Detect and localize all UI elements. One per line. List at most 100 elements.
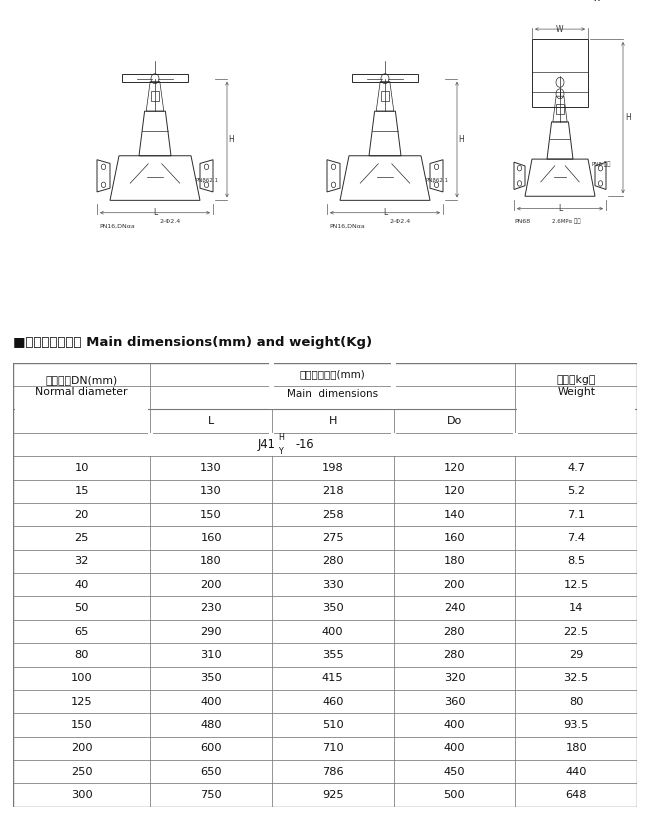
Text: 8.5: 8.5 (567, 557, 585, 566)
Text: 2-Φ2.4: 2-Φ2.4 (160, 218, 181, 223)
Text: 230: 230 (200, 603, 222, 613)
Text: 160: 160 (444, 533, 465, 543)
Text: 258: 258 (322, 509, 344, 520)
Bar (391, 433, 396, 456)
Text: 14: 14 (569, 603, 583, 613)
Bar (391, 363, 396, 409)
Text: 440: 440 (566, 767, 587, 777)
Text: 80: 80 (74, 650, 89, 660)
Text: W: W (593, 0, 601, 2)
Text: 240: 240 (444, 603, 465, 613)
Text: -16: -16 (295, 438, 314, 451)
Text: H: H (278, 434, 284, 443)
Text: 400: 400 (200, 697, 222, 707)
Bar (148, 433, 153, 456)
Text: 360: 360 (444, 697, 465, 707)
Text: 50: 50 (74, 603, 89, 613)
Text: 12.5: 12.5 (564, 579, 589, 590)
Bar (517, 408, 635, 412)
Text: 7.1: 7.1 (567, 509, 585, 520)
Text: 25: 25 (75, 533, 89, 543)
Text: 10: 10 (74, 463, 89, 473)
Text: 180: 180 (566, 743, 587, 753)
Text: 公称通径DN(mm)
Normal diameter: 公称通径DN(mm) Normal diameter (35, 375, 128, 397)
Text: 22.5: 22.5 (564, 627, 589, 637)
Text: 32: 32 (75, 557, 89, 566)
Text: 140: 140 (444, 509, 465, 520)
Text: PNβ-左连: PNβ-左连 (592, 161, 612, 167)
Text: 29: 29 (569, 650, 583, 660)
Text: 2-Φ2.4: 2-Φ2.4 (390, 218, 411, 223)
Text: 330: 330 (322, 579, 344, 590)
Text: 648: 648 (566, 791, 587, 800)
Text: 480: 480 (200, 720, 222, 730)
Text: 100: 100 (71, 673, 92, 683)
Text: 280: 280 (444, 650, 465, 660)
Text: H: H (228, 135, 234, 144)
Text: L: L (208, 416, 214, 426)
Text: 198: 198 (322, 463, 344, 473)
Text: 160: 160 (200, 533, 222, 543)
Text: 450: 450 (444, 767, 465, 777)
Text: 150: 150 (71, 720, 92, 730)
Text: J41: J41 (257, 438, 275, 451)
Text: 125: 125 (71, 697, 92, 707)
Text: 600: 600 (200, 743, 222, 753)
Text: 350: 350 (322, 603, 344, 613)
Text: 750: 750 (200, 791, 222, 800)
Text: 7.4: 7.4 (567, 533, 585, 543)
Text: 5.2: 5.2 (567, 487, 585, 496)
Text: 130: 130 (200, 463, 222, 473)
Text: PN16,DNαa: PN16,DNαa (99, 223, 135, 228)
Bar (513, 433, 518, 456)
Text: 150: 150 (200, 509, 222, 520)
Text: PN68: PN68 (514, 219, 530, 224)
Text: 200: 200 (71, 743, 92, 753)
Text: 280: 280 (322, 557, 344, 566)
Text: 250: 250 (71, 767, 92, 777)
Text: 4.7: 4.7 (567, 463, 585, 473)
Text: 2.6MPα 左连: 2.6MPα 左连 (552, 219, 580, 224)
Text: 200: 200 (200, 579, 222, 590)
Text: Y: Y (278, 447, 283, 456)
Text: 300: 300 (71, 791, 92, 800)
Text: W: W (556, 24, 564, 33)
Text: L: L (558, 204, 562, 214)
Text: H: H (625, 113, 631, 122)
Text: 650: 650 (200, 767, 222, 777)
Text: 120: 120 (444, 463, 465, 473)
Text: 40: 40 (75, 579, 89, 590)
Text: 925: 925 (322, 791, 344, 800)
Text: H: H (329, 416, 337, 426)
Text: 65: 65 (75, 627, 89, 637)
Text: 275: 275 (322, 533, 344, 543)
Text: 320: 320 (444, 673, 465, 683)
Text: L: L (153, 208, 157, 218)
Text: 93.5: 93.5 (564, 720, 589, 730)
Text: 500: 500 (443, 791, 465, 800)
Text: H: H (458, 135, 464, 144)
Text: 400: 400 (444, 720, 465, 730)
Text: 355: 355 (322, 650, 344, 660)
Text: PN16,DNαa: PN16,DNαa (329, 223, 365, 228)
Text: 120: 120 (444, 487, 465, 496)
Text: 290: 290 (200, 627, 222, 637)
Bar (270, 363, 274, 409)
Text: 350: 350 (200, 673, 222, 683)
Bar (15, 408, 148, 412)
Text: PNβ62.1: PNβ62.1 (425, 178, 448, 183)
Text: 280: 280 (444, 627, 465, 637)
Text: PNβ62.1: PNβ62.1 (195, 178, 218, 183)
Text: 786: 786 (322, 767, 344, 777)
Text: 710: 710 (322, 743, 344, 753)
Text: 主要外形尺寸(mm): 主要外形尺寸(mm) (300, 369, 366, 379)
Text: 180: 180 (200, 557, 222, 566)
Text: 32.5: 32.5 (564, 673, 589, 683)
Text: 400: 400 (444, 743, 465, 753)
Text: 20: 20 (75, 509, 89, 520)
Text: 415: 415 (322, 673, 344, 683)
Text: 80: 80 (569, 697, 584, 707)
Text: 510: 510 (322, 720, 344, 730)
Text: 310: 310 (200, 650, 222, 660)
Text: ■主要尺寸和重量 Main dimensions(mm) and weight(Kg): ■主要尺寸和重量 Main dimensions(mm) and weight(… (13, 336, 372, 349)
